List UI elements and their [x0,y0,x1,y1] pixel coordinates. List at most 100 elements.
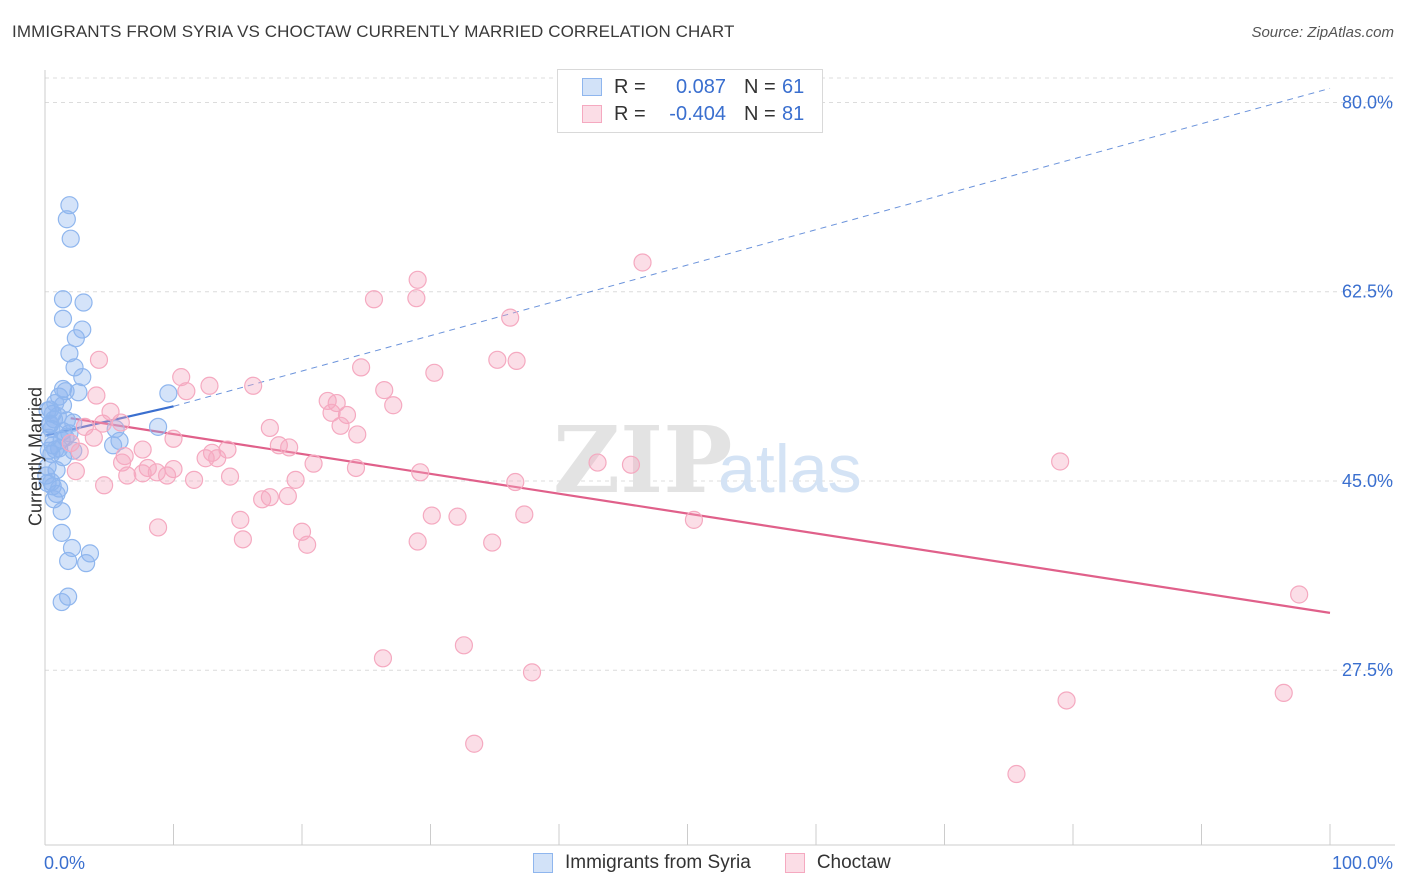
choctaw-point [95,476,114,495]
choctaw-point [87,386,106,405]
choctaw-point [375,381,394,400]
choctaw-point [352,358,371,377]
choctaw-point [408,532,427,551]
choctaw-point [244,376,263,395]
choctaw-point [408,270,427,289]
legend-n-label: N = [744,102,776,125]
choctaw-point [337,405,357,425]
syria-point [80,544,100,563]
series-legend: Immigrants from Syria Choctaw [533,852,925,874]
syria-point [56,428,75,447]
choctaw-point [286,470,305,489]
syria-trendline-projection [173,87,1331,407]
axes [44,70,1395,846]
choctaw-point [422,506,441,525]
choctaw-point [133,440,152,459]
syria-point [73,368,92,387]
choctaw-point [684,510,704,529]
series-legend-item-syria[interactable]: Immigrants from Syria [533,852,751,874]
choctaw-point [66,462,85,481]
choctaw-point [1274,683,1293,703]
choctaw-point [1057,691,1076,710]
syria-point [69,383,88,402]
choctaw-point [515,505,534,524]
choctaw-point [111,413,130,432]
correlation-legend: R = 0.087 N = 61 R = -0.404 N = 81 [557,69,823,133]
choctaw-point [1051,452,1070,471]
syria-point [74,293,93,312]
series-swatch-syria [533,853,553,873]
series-swatch-choctaw [784,853,805,873]
choctaw-point [322,403,341,422]
legend-swatch-choctaw [582,105,602,123]
choctaw-point [260,488,279,507]
choctaw-point [384,396,403,415]
choctaw-point [278,486,297,506]
choctaw-point [448,507,467,526]
tick-labels: 27.5% 45.0% 62.5% 80.0% 0.0% 100.0% [44,92,1393,873]
x-tick-label: 100.0% [1332,853,1393,873]
choctaw-point [157,466,177,485]
choctaw-trendline [70,417,1331,614]
choctaw-point [327,393,346,413]
choctaw-point [84,428,103,447]
choctaw-point [172,368,191,387]
watermark-atlas: atlas [718,431,862,507]
choctaw-point [331,416,350,435]
choctaw-point [280,438,299,457]
trendlines [44,87,1331,614]
choctaw-point [465,734,484,753]
syria-point [53,290,73,309]
choctaw-point [220,467,240,486]
data-points [37,196,1309,784]
series-legend-label: Immigrants from Syria [565,852,751,873]
syria-point [65,358,84,377]
series-legend-item-choctaw[interactable]: Choctaw [784,852,891,874]
syria-point [38,401,57,420]
watermark-zip: ZIP [553,406,732,514]
syria-point [46,440,65,459]
choctaw-point [348,425,367,444]
legend-r-label: R = [614,75,646,98]
syria-point [52,502,71,521]
choctaw-point [148,518,168,537]
syria-point [53,309,73,328]
y-tick-label: 45.0% [1342,471,1393,491]
choctaw-point [184,470,204,489]
choctaw-point [1290,585,1309,604]
choctaw-point [488,350,507,369]
choctaw-point [407,289,426,308]
legend-r-value: 0.087 [675,75,726,98]
choctaw-point [133,464,152,483]
choctaw-point [138,458,157,478]
choctaw-point [89,350,109,369]
legend-row-choctaw: R = -0.404 N = 81 [582,101,804,127]
legend-n-value: 81 [782,102,805,125]
legend-row-syria: R = 0.087 N = 61 [582,74,804,100]
syria-point [60,196,79,215]
choctaw-point [118,466,137,485]
syria-point [61,229,80,248]
choctaw-point [231,510,250,529]
choctaw-point [61,433,80,453]
legend-r-label: R = [614,102,646,125]
choctaw-point [147,463,166,482]
syria-point [77,554,96,573]
legend-n-value: 61 [782,75,805,98]
choctaw-point [373,649,393,668]
choctaw-point [522,663,542,682]
syria-point [47,461,66,480]
syria-point [57,210,76,229]
x-tick-label: 0.0% [44,853,85,873]
choctaw-point [298,535,317,554]
syria-point [52,592,71,612]
y-tick-label: 62.5% [1342,282,1393,302]
choctaw-point [208,449,227,468]
choctaw-point [501,308,520,327]
choctaw-point [483,533,502,552]
choctaw-point [233,530,252,549]
choctaw-point [364,290,384,309]
y-axis-title: Currently Married [25,386,46,527]
